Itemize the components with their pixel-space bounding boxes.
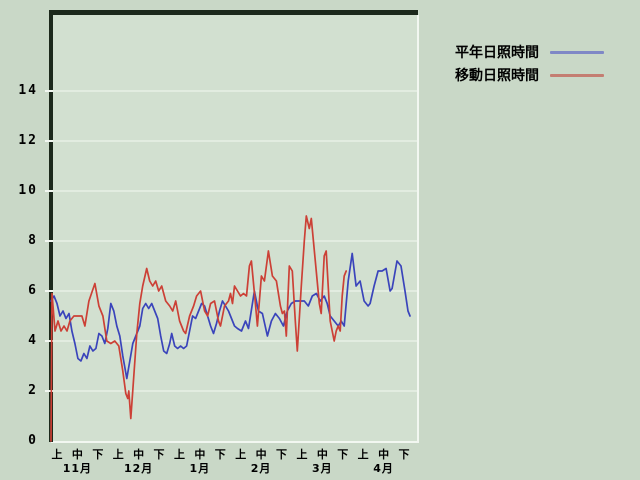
x-axis-period-label: 中 <box>194 448 206 461</box>
x-axis-period-label: 上 <box>173 448 185 461</box>
x-axis-period-label: 下 <box>214 448 226 461</box>
x-axis-period-label: 上 <box>112 448 124 461</box>
x-axis-period-label: 上 <box>296 448 308 461</box>
y-axis-tick-label: 0 <box>28 433 38 448</box>
x-axis-period-label: 下 <box>337 448 349 461</box>
x-axis-month-label: 3月 <box>312 462 333 475</box>
legend-item-moving-sunshine: 移動日照時間 <box>455 67 635 90</box>
x-axis-period-label: 中 <box>133 448 145 461</box>
x-axis-period-label: 中 <box>316 448 328 461</box>
x-axis-month-label: 4月 <box>373 462 394 475</box>
x-axis-period-label: 上 <box>51 448 63 461</box>
x-axis-month-label: 11月 <box>62 462 93 475</box>
y-axis-tick-label: 10 <box>18 183 38 198</box>
legend-line-swatch-blue <box>550 51 604 54</box>
legend-line-swatch-red <box>550 74 604 77</box>
x-axis-month-label: 2月 <box>250 462 272 475</box>
x-axis-period-label: 中 <box>71 448 83 461</box>
y-axis-tick-label: 2 <box>28 383 38 398</box>
x-axis-month-label: 12月 <box>123 462 154 475</box>
series-line-normal-sunshine <box>50 252 411 380</box>
legend-label-moving-sunshine: 移動日照時間 <box>455 68 539 84</box>
y-axis-tick-label: 14 <box>18 83 38 98</box>
x-axis-period-label: 下 <box>398 448 410 461</box>
chart-legend: 平年日照時間 移動日照時間 <box>455 44 635 90</box>
series-line-moving-sunshine <box>50 215 348 442</box>
x-axis-period-label: 下 <box>276 448 288 461</box>
legend-item-normal-sunshine: 平年日照時間 <box>455 44 635 67</box>
y-axis-tick-label: 12 <box>18 133 38 148</box>
x-axis-period-label: 上 <box>235 448 247 461</box>
x-axis-period-label: 下 <box>92 448 104 461</box>
x-axis-period-label: 上 <box>357 448 369 461</box>
x-axis-period-label: 中 <box>255 448 267 461</box>
y-axis-tick-label: 8 <box>28 233 38 248</box>
legend-label-normal-sunshine: 平年日照時間 <box>455 45 539 61</box>
plot-frame-bottom <box>51 441 419 443</box>
y-axis-tick-label: 6 <box>28 283 38 298</box>
x-axis-period-label: 下 <box>153 448 165 461</box>
y-axis-tick-label: 4 <box>28 333 38 348</box>
x-axis-month-label: 1月 <box>189 462 211 475</box>
plot-frame-right <box>417 15 419 443</box>
plot-frame-top <box>49 10 418 15</box>
plot-area <box>51 10 419 443</box>
x-axis-period-label: 中 <box>378 448 390 461</box>
plot-frame-left <box>49 10 53 442</box>
